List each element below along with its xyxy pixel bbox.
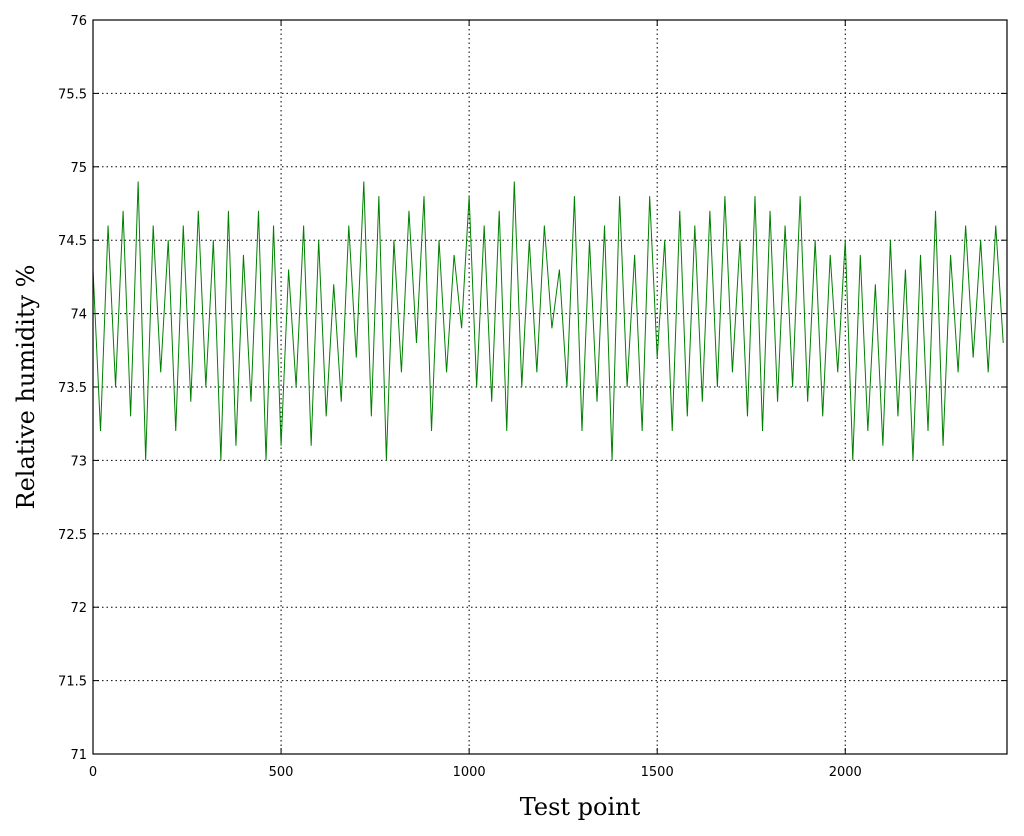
y-tick-label: 75 [70, 161, 87, 176]
x-tick-label: 0 [89, 765, 97, 780]
data-line [92, 181, 1004, 461]
y-tick-label: 73 [70, 454, 87, 469]
y-tick-label: 75.5 [58, 87, 87, 102]
x-axis-label: Test point [520, 793, 641, 821]
y-axis-label: Relative humidity % [12, 265, 40, 510]
x-tick-label: 500 [269, 765, 294, 780]
y-tick-label: 74 [70, 308, 87, 323]
y-tick-label: 71.5 [58, 675, 87, 690]
y-tick-label: 71 [70, 748, 87, 763]
y-tick-label: 76 [70, 14, 87, 29]
y-tick-label: 72 [70, 601, 87, 616]
y-tick-label: 72.5 [58, 528, 87, 543]
x-tick-label: 1500 [641, 765, 674, 780]
y-tick-label: 74.5 [58, 234, 87, 249]
plot-frame [92, 19, 1008, 755]
y-tick-label: 73.5 [58, 381, 87, 396]
x-tick-label: 2000 [829, 765, 862, 780]
x-tick-label: 1000 [453, 765, 486, 780]
